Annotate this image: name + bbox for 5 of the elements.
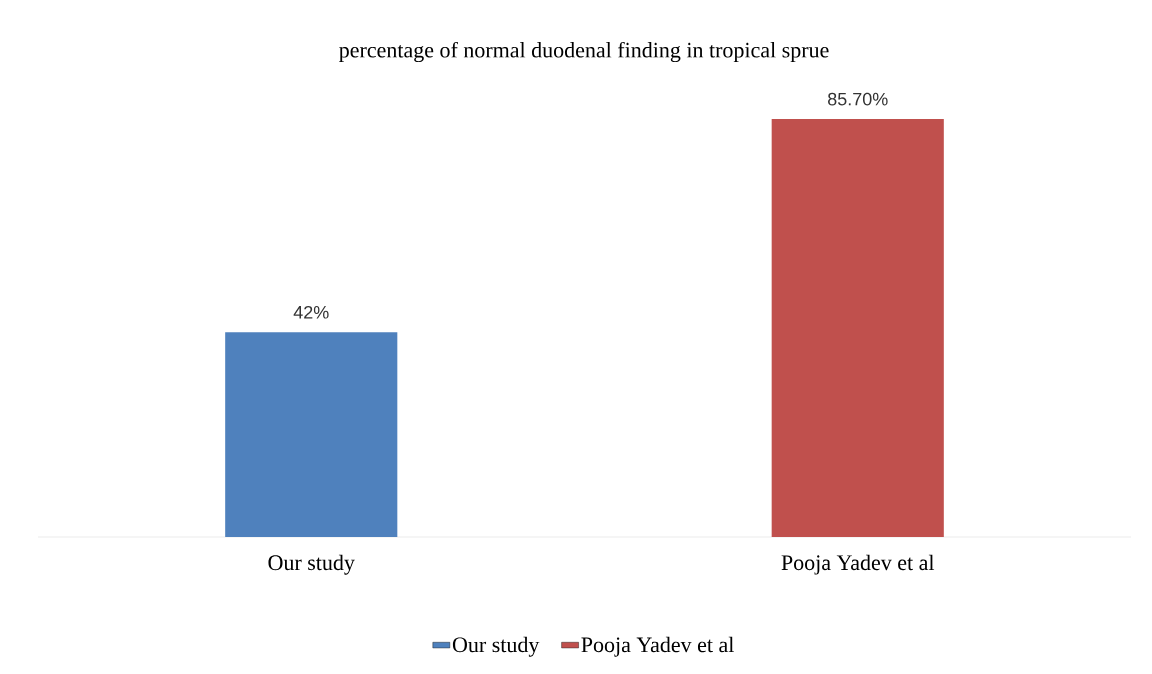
- legend-label: Pooja Yadev et al: [581, 636, 734, 657]
- chart-title: percentage of normal duodenal finding in tropical sprue: [339, 41, 829, 63]
- data-label: 42%: [293, 305, 329, 319]
- legend-label: Our study: [452, 636, 540, 657]
- data-label: 85.70%: [828, 92, 888, 106]
